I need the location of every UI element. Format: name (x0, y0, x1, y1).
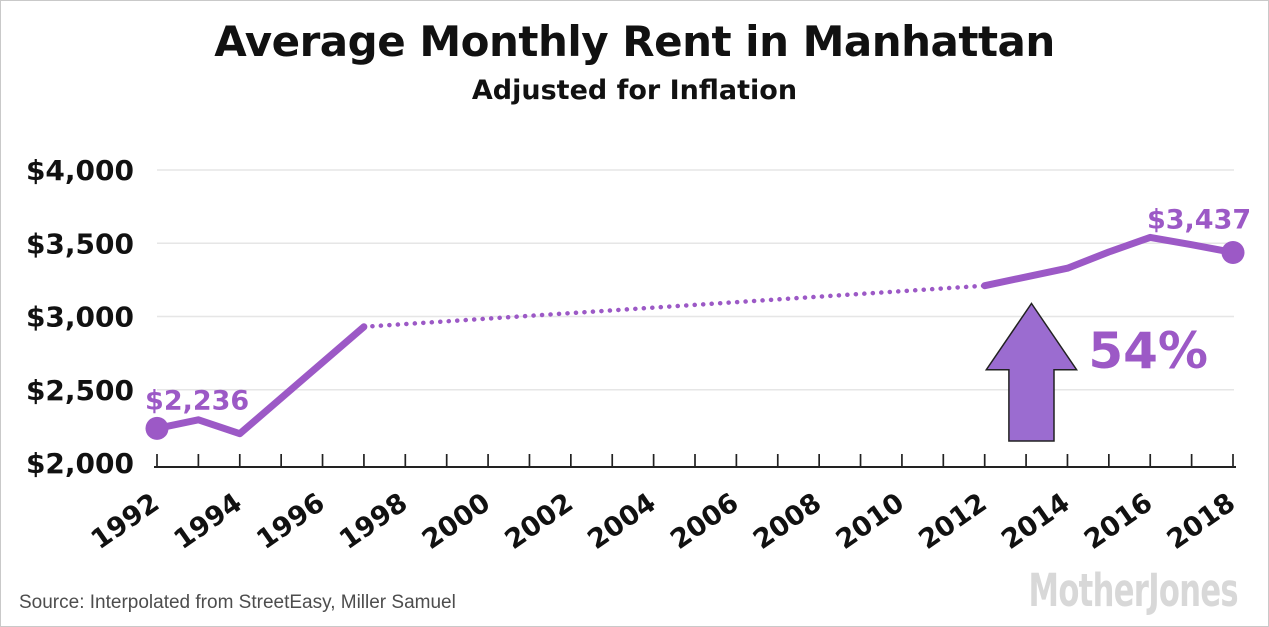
y-axis-tick-label: $2,500 (26, 374, 134, 407)
x-axis-tick-label: 2008 (748, 487, 827, 556)
y-axis-tick-label: $2,000 (26, 447, 134, 480)
source-note: Source: Interpolated from StreetEasy, Mi… (19, 592, 456, 613)
x-axis-tick-label: 2006 (665, 487, 744, 556)
chart-title: Average Monthly Rent in Manhattan (214, 17, 1055, 66)
increase-pct-label: 54% (1088, 322, 1208, 380)
x-axis-tick-label: 1992 (86, 487, 165, 556)
x-axis-tick-label: 2010 (831, 487, 910, 556)
x-axis-tick-label: 2014 (996, 487, 1075, 556)
endpoint-dot-2018 (1221, 240, 1245, 264)
increase-arrow-icon (984, 302, 1079, 442)
rent-line-rent-actual-early-solid (153, 323, 368, 438)
chart-subtitle: Adjusted for Inflation (471, 75, 798, 106)
x-axis-tick-label: 2002 (500, 487, 579, 556)
rent-line-rent-actual-recent-solid (981, 233, 1237, 290)
endpoint-dot-1992 (145, 416, 169, 440)
x-axis-tick-label: 1996 (251, 487, 330, 556)
x-axis-tick-label: 2018 (1162, 487, 1241, 556)
y-axis-tick-label: $3,000 (26, 301, 134, 334)
data-value-label: $3,437 (1147, 205, 1251, 236)
y-axis-tick-label: $3,500 (26, 227, 134, 260)
rent-line-rent-interpolated-dotted (361, 283, 987, 330)
x-axis-tick-label: 2004 (582, 487, 661, 556)
x-axis-tick-label: 1994 (168, 487, 247, 556)
x-axis-tick-label: 2012 (913, 487, 992, 556)
data-value-label: $2,236 (145, 386, 249, 417)
y-axis-tick-label: $4,000 (26, 154, 134, 187)
x-axis-tick-label: 2016 (1079, 487, 1158, 556)
motherjones-logo: MotherJones (1028, 564, 1239, 617)
x-axis-tick-label: 1998 (334, 487, 413, 556)
x-axis-tick-label: 2000 (417, 487, 496, 556)
